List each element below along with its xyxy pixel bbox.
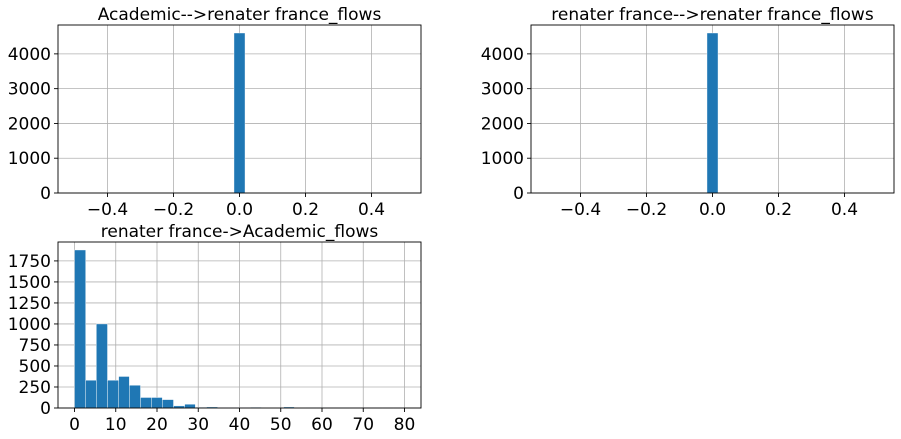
y-tick-label: 250 (19, 378, 51, 398)
y-tick-label: 750 (19, 336, 51, 356)
histogram-bar (74, 249, 86, 409)
y-tick-label: 2000 (8, 114, 51, 134)
histogram-bar (151, 397, 163, 409)
x-tick-label: 20 (146, 415, 168, 435)
y-tick-label: 1500 (8, 273, 51, 293)
histogram-bar (233, 32, 246, 194)
y-tick-label: 0 (40, 184, 51, 204)
y-tick-label: 1000 (8, 149, 51, 169)
histogram-bar (129, 385, 141, 409)
histogram-bar (118, 376, 130, 409)
panel-title: renater france->Academic_flows (101, 222, 379, 242)
x-tick-label: 0.2 (292, 200, 319, 220)
y-tick-label: 4000 (481, 45, 524, 65)
x-tick-label: 30 (187, 415, 209, 435)
y-tick-label: 4000 (8, 45, 51, 65)
histogram-bar (140, 397, 152, 409)
x-tick-label: 60 (311, 415, 333, 435)
x-tick-label: 50 (270, 415, 292, 435)
histogram-bar (96, 323, 108, 409)
x-tick-label: 0 (69, 415, 80, 435)
y-tick-label: 3000 (8, 80, 51, 100)
y-tick-label: 0 (513, 184, 524, 204)
x-tick-label: 0.4 (831, 200, 858, 220)
histogram-panel-academic-to-renater: −0.4 −0.2 0.0 0.2 0.4 0 1000 2000 3000 4000 Academ… (8, 5, 422, 220)
histogram-bar (162, 399, 174, 409)
x-tick-label: −0.2 (153, 200, 194, 220)
panel-title: Academic-->renater france_flows (98, 5, 382, 25)
panel-title: renater france-->renater france_flows (551, 5, 874, 25)
histogram-bar (107, 380, 119, 409)
y-tick-label: 500 (19, 357, 51, 377)
y-tick-label: 3000 (481, 80, 524, 100)
histogram-panel-renater-to-renater: −0.4 −0.2 0.0 0.2 0.4 0 1000 2000 3000 4000 renate… (481, 5, 895, 220)
y-tick-label: 2000 (481, 114, 524, 134)
y-tick-label: 0 (40, 399, 51, 419)
histogram-bar (184, 404, 196, 409)
x-tick-label: 80 (394, 415, 416, 435)
x-tick-label: −0.2 (626, 200, 667, 220)
y-tick-label: 1250 (8, 294, 51, 314)
x-tick-label: 0.4 (358, 200, 385, 220)
x-tick-label: −0.4 (560, 200, 601, 220)
x-tick-label: 10 (105, 415, 127, 435)
x-tick-label: −0.4 (87, 200, 128, 220)
x-tick-label: 40 (229, 415, 251, 435)
x-tick-label: 0.0 (699, 200, 726, 220)
histogram-panel-renater-to-academic: 0 10 20 30 40 50 60 70 8002505007501000125015001… (8, 222, 422, 435)
x-tick-label: 70 (352, 415, 374, 435)
histogram-bar (85, 380, 97, 409)
x-tick-label: 0.2 (765, 200, 792, 220)
y-tick-label: 1750 (8, 252, 51, 272)
y-tick-label: 1000 (481, 149, 524, 169)
x-tick-label: 0.0 (226, 200, 253, 220)
y-tick-label: 1000 (8, 315, 51, 335)
histogram-bar (706, 32, 719, 194)
